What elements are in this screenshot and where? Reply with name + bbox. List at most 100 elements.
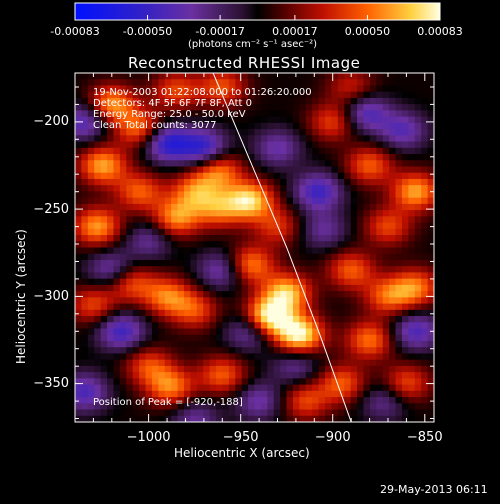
heatmap-cell xyxy=(248,347,256,355)
heatmap-cell xyxy=(87,284,95,292)
heatmap-cell xyxy=(286,291,294,298)
heatmap-cell xyxy=(325,278,333,286)
heatmap-cell xyxy=(81,85,89,93)
heatmap-cell xyxy=(382,272,390,280)
heatmap-cell xyxy=(171,147,179,155)
heatmap-cell xyxy=(81,409,89,417)
heatmap-cell xyxy=(196,197,204,205)
heatmap-cell xyxy=(260,135,268,143)
heatmap-cell xyxy=(164,85,172,93)
heatmap-cell xyxy=(145,91,153,99)
heatmap-cell xyxy=(267,172,275,180)
heatmap-cell xyxy=(228,390,236,398)
heatmap-cell xyxy=(318,384,326,392)
heatmap-cell xyxy=(158,403,166,411)
heatmap-cell xyxy=(81,241,89,249)
heatmap-cell xyxy=(292,340,300,348)
heatmap-cell xyxy=(203,210,211,217)
heatmap-cell xyxy=(190,172,198,180)
heatmap-cell xyxy=(280,372,288,379)
heatmap-cell xyxy=(87,372,95,379)
heatmap-cell xyxy=(235,309,243,317)
heatmap-cell xyxy=(209,390,217,398)
heatmap-cell xyxy=(292,166,300,174)
heatmap-cell xyxy=(414,303,422,311)
heatmap-cell xyxy=(203,116,211,124)
heatmap-cell xyxy=(260,372,268,379)
heatmap-cell xyxy=(209,73,217,80)
heatmap-cell xyxy=(337,253,345,261)
heatmap-cell xyxy=(177,228,185,236)
heatmap-cell xyxy=(94,415,102,422)
heatmap-cell xyxy=(139,297,147,305)
heatmap-cell xyxy=(177,104,185,111)
heatmap-cell xyxy=(344,415,352,422)
heatmap-cell xyxy=(94,241,102,249)
heatmap-cell xyxy=(235,340,243,348)
heatmap-cell xyxy=(286,272,294,280)
heatmap-cell xyxy=(151,154,159,161)
heatmap-cell xyxy=(337,110,345,118)
heatmap-cell xyxy=(126,384,134,392)
heatmap-cell xyxy=(183,110,191,118)
heatmap-cell xyxy=(325,203,333,211)
heatmap-cell xyxy=(280,334,288,342)
heatmap-cell xyxy=(267,160,275,168)
heatmap-cell xyxy=(408,253,416,261)
heatmap-cell xyxy=(305,85,313,93)
heatmap-cell xyxy=(171,266,179,274)
heatmap-cell xyxy=(421,272,429,280)
heatmap-cell xyxy=(196,91,204,99)
heatmap-cell xyxy=(267,303,275,311)
heatmap-cell xyxy=(357,309,365,317)
heatmap-cell xyxy=(389,166,397,174)
heatmap-cell xyxy=(305,309,313,317)
heatmap-cell xyxy=(126,328,134,336)
heatmap-cell xyxy=(248,172,256,180)
heatmap-cell xyxy=(382,253,390,261)
heatmap-cell xyxy=(119,191,127,199)
heatmap-cell xyxy=(126,116,134,124)
heatmap-cell xyxy=(260,222,268,230)
heatmap-cell xyxy=(363,266,371,274)
heatmap-cell xyxy=(216,278,224,286)
heatmap-cell xyxy=(260,122,268,130)
heatmap-cell xyxy=(75,147,83,155)
heatmap-cell xyxy=(235,97,243,105)
heatmap-cell xyxy=(235,266,243,274)
heatmap-cell xyxy=(395,372,403,379)
heatmap-cell xyxy=(228,284,236,292)
heatmap-cell xyxy=(216,253,224,261)
heatmap-cell xyxy=(254,110,262,118)
heatmap-cell xyxy=(145,297,153,305)
heatmap-cell xyxy=(414,390,422,398)
heatmap-cell xyxy=(87,390,95,398)
heatmap-cell xyxy=(363,79,371,87)
heatmap-cell xyxy=(81,129,89,136)
heatmap-cell xyxy=(299,266,307,274)
heatmap-cell xyxy=(318,403,326,411)
heatmap-cell xyxy=(94,266,102,274)
heatmap-cell xyxy=(395,129,403,136)
heatmap-cell xyxy=(183,409,191,417)
heatmap-cell xyxy=(376,316,384,323)
heatmap-cell xyxy=(196,390,204,398)
heatmap-cell xyxy=(119,79,127,87)
heatmap-cell xyxy=(94,347,102,355)
heatmap-cell xyxy=(164,104,172,111)
heatmap-cell xyxy=(132,191,140,199)
heatmap-cell xyxy=(75,110,83,118)
heatmap-cell xyxy=(203,166,211,174)
heatmap-cell xyxy=(126,409,134,417)
heatmap-cell xyxy=(344,247,352,255)
heatmap-cell xyxy=(254,378,262,386)
x-axis-label: Heliocentric X (arcsec) xyxy=(174,446,310,460)
heatmap-cell xyxy=(151,185,159,193)
heatmap-cell xyxy=(119,303,127,311)
heatmap-cell xyxy=(305,79,313,87)
heatmap-cell xyxy=(363,384,371,392)
colorbar-tick-label: -0.00017 xyxy=(195,25,245,38)
heatmap-cell xyxy=(75,185,83,193)
heatmap-cell xyxy=(292,284,300,292)
heatmap-cell xyxy=(75,378,83,386)
